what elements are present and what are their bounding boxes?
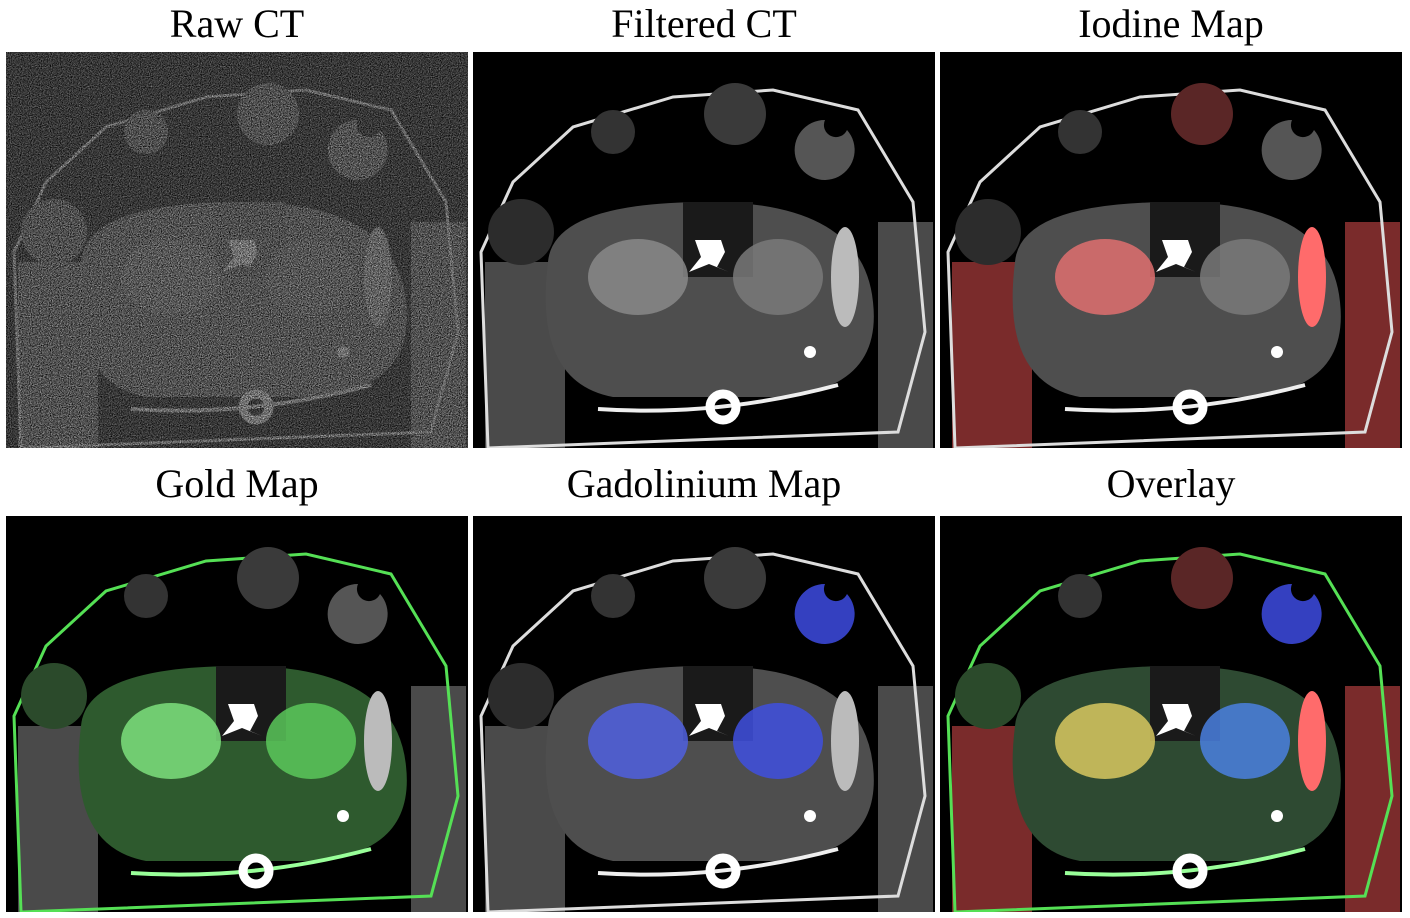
tube <box>705 389 741 425</box>
organ <box>588 239 688 315</box>
panel-title: Overlay <box>1106 461 1236 506</box>
tube <box>1172 853 1208 889</box>
bed <box>130 383 372 413</box>
panel-title: Gold Map <box>155 461 319 506</box>
phantom <box>124 110 168 154</box>
phantom <box>488 663 554 729</box>
scene <box>946 547 1400 912</box>
panel-title: Gadolinium Map <box>566 461 842 506</box>
organ <box>121 239 221 315</box>
phantom <box>488 199 554 265</box>
spleen <box>1298 691 1326 791</box>
bone <box>337 346 349 358</box>
phantom <box>1058 574 1102 618</box>
panel-title: Iodine Map <box>1078 1 1264 46</box>
phantom <box>704 83 766 145</box>
bone <box>1271 346 1283 358</box>
phantom <box>21 199 87 265</box>
bone <box>804 346 816 358</box>
bed <box>1064 383 1306 413</box>
phantom <box>591 574 635 618</box>
spine <box>1156 704 1196 736</box>
panel-title: Filtered CT <box>611 1 797 46</box>
bed <box>1064 847 1306 877</box>
ct-image <box>473 52 935 448</box>
tube <box>705 853 741 889</box>
bed <box>597 383 839 413</box>
spleen <box>831 691 859 791</box>
organ <box>733 703 823 779</box>
organ <box>1055 239 1155 315</box>
phantom <box>591 110 635 154</box>
phantom <box>327 119 388 180</box>
organ <box>266 239 356 315</box>
organ <box>1200 239 1290 315</box>
phantom <box>21 663 87 729</box>
scene <box>479 83 933 448</box>
ct-image <box>6 52 468 448</box>
phantom <box>794 583 855 644</box>
scene <box>479 547 933 912</box>
organ <box>1055 703 1155 779</box>
phantom <box>955 199 1021 265</box>
bone <box>337 810 349 822</box>
ct-image <box>940 516 1402 912</box>
ct-image <box>6 516 468 912</box>
organ <box>121 703 221 779</box>
phantom <box>1171 83 1233 145</box>
phantom <box>237 83 299 145</box>
phantom <box>794 119 855 180</box>
phantom <box>1261 583 1322 644</box>
organ <box>733 239 823 315</box>
phantom <box>955 663 1021 729</box>
bed <box>597 847 839 877</box>
organ <box>266 703 356 779</box>
phantom <box>327 583 388 644</box>
phantom <box>1261 119 1322 180</box>
scene <box>12 83 466 448</box>
panel-title: Raw CT <box>169 1 305 46</box>
spine <box>689 240 729 272</box>
ct-image <box>473 516 935 912</box>
phantom <box>1058 110 1102 154</box>
scene <box>946 83 1400 448</box>
spleen <box>364 227 392 327</box>
bone <box>1271 810 1283 822</box>
organ <box>1200 703 1290 779</box>
tube <box>1172 389 1208 425</box>
ct-image <box>940 52 1402 448</box>
spleen <box>831 227 859 327</box>
tube <box>238 853 274 889</box>
bed <box>130 847 372 877</box>
tube <box>238 389 274 425</box>
phantom <box>1171 547 1233 609</box>
spine <box>1156 240 1196 272</box>
spine <box>222 704 262 736</box>
spleen <box>1298 227 1326 327</box>
phantom <box>704 547 766 609</box>
spleen <box>364 691 392 791</box>
phantom <box>124 574 168 618</box>
organ <box>588 703 688 779</box>
phantom <box>237 547 299 609</box>
spine <box>222 240 262 272</box>
bone <box>804 810 816 822</box>
spine <box>689 704 729 736</box>
scene <box>12 547 466 912</box>
